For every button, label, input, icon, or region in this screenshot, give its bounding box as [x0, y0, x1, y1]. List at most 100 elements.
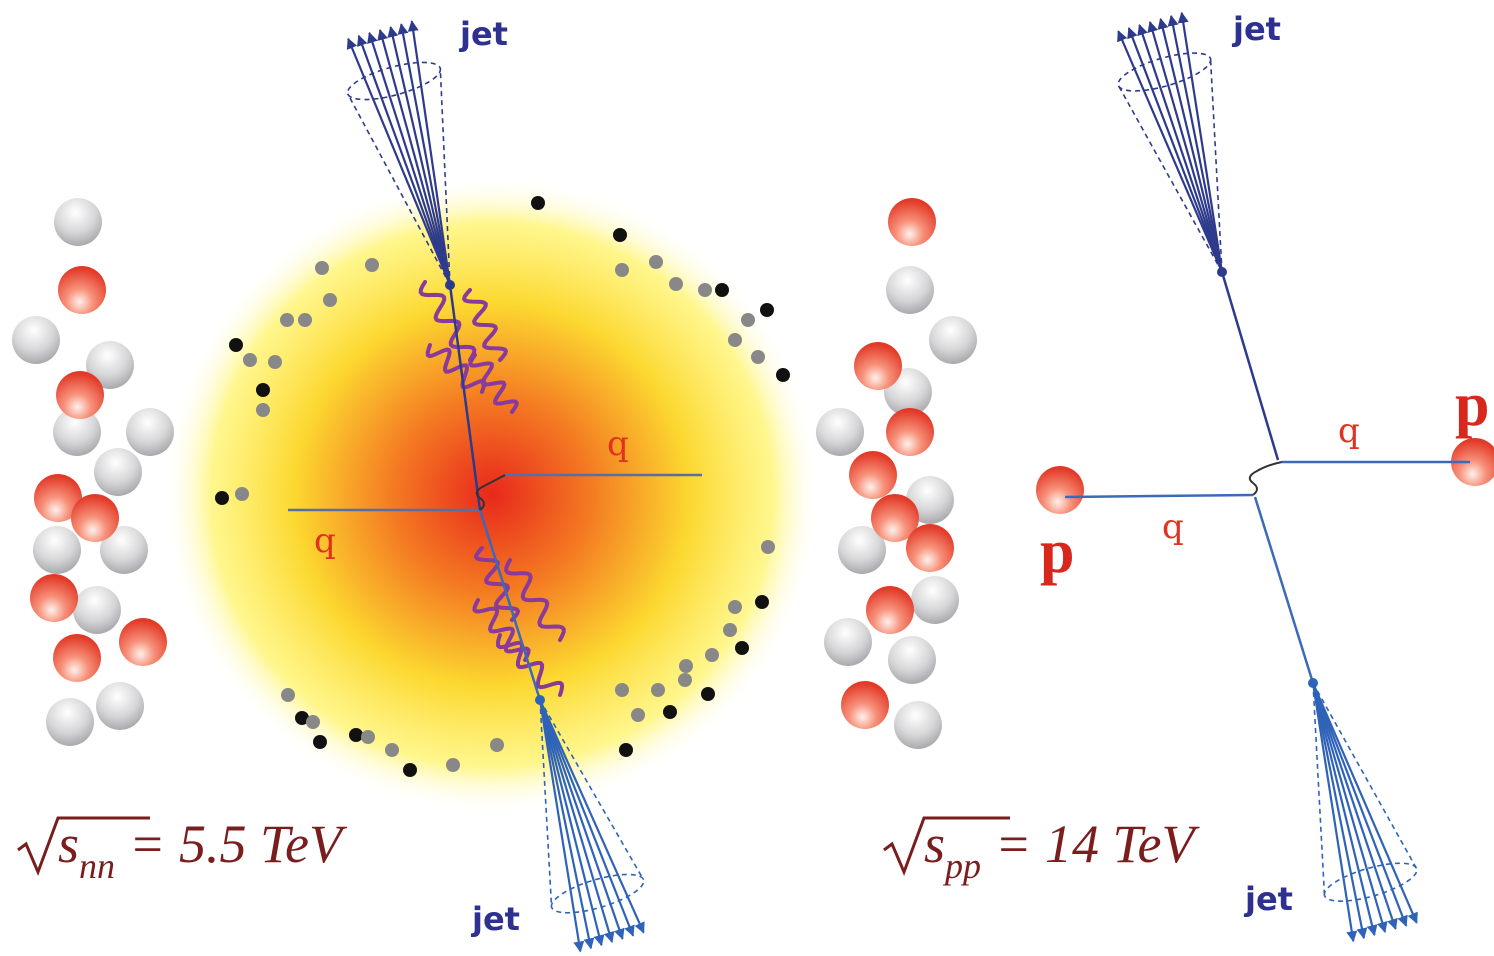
- nucleon: [854, 342, 902, 390]
- particle: [651, 683, 665, 697]
- nucleon: [929, 316, 977, 364]
- nucleon: [46, 698, 94, 746]
- track: [1222, 272, 1278, 460]
- proton-label: p: [1455, 371, 1489, 439]
- nucleon: [96, 682, 144, 730]
- nucleon: [33, 526, 81, 574]
- particle: [751, 350, 765, 364]
- particle: [361, 730, 375, 744]
- particle: [281, 688, 295, 702]
- particle: [663, 705, 677, 719]
- particle: [403, 763, 417, 777]
- particle: [715, 283, 729, 297]
- particle: [613, 228, 627, 242]
- particle: [701, 687, 715, 701]
- particle: [243, 353, 257, 367]
- relation: = 5.5 TeV: [129, 814, 348, 874]
- particle: [705, 648, 719, 662]
- collision-diagram: jet jet q q jet jet q q p p snn= 5.5 TeV…: [0, 0, 1494, 956]
- nucleon: [866, 586, 914, 634]
- particle: [306, 715, 320, 729]
- particle: [315, 261, 329, 275]
- energy-equation: spp = 14 TeV: [924, 814, 1200, 886]
- nucleon: [888, 198, 936, 246]
- particle: [349, 728, 363, 742]
- jet-label: jet: [1243, 880, 1293, 918]
- jet-label: jet: [1231, 10, 1281, 48]
- nucleon: [54, 198, 102, 246]
- nucleon: [126, 408, 174, 456]
- particle: [760, 303, 774, 317]
- nucleon: [1036, 466, 1084, 514]
- particle: [669, 277, 683, 291]
- particle: [256, 403, 270, 417]
- quark-label: q: [607, 424, 629, 464]
- proton-label: p: [1040, 518, 1074, 586]
- particle: [268, 355, 282, 369]
- jet-track: [1313, 683, 1353, 941]
- subscript: pp: [942, 846, 981, 886]
- particle: [365, 258, 379, 272]
- nucleon: [888, 636, 936, 684]
- energy-equation: snn = 5.5 TeV: [58, 814, 348, 886]
- particle: [615, 683, 629, 697]
- particle: [679, 659, 693, 673]
- particle: [215, 491, 229, 505]
- symbol: s: [58, 814, 79, 874]
- particle: [531, 196, 545, 210]
- particle: [446, 758, 460, 772]
- particle: [728, 600, 742, 614]
- relation: = 14 TeV: [995, 814, 1200, 874]
- nucleon: [824, 618, 872, 666]
- nucleon: [886, 408, 934, 456]
- particle: [723, 623, 737, 637]
- nucleon: [911, 576, 959, 624]
- jet-label: jet: [470, 900, 520, 938]
- quark-label: q: [314, 521, 336, 561]
- particle: [615, 263, 629, 277]
- particle: [229, 338, 243, 352]
- nucleon: [849, 451, 897, 499]
- nucleon: [94, 448, 142, 496]
- nucleon: [816, 408, 864, 456]
- particle: [761, 540, 775, 554]
- nucleon: [73, 586, 121, 634]
- jet-label: jet: [458, 15, 508, 53]
- particle: [619, 743, 633, 757]
- exchange: [1250, 462, 1282, 495]
- nucleon: [841, 681, 889, 729]
- nucleon: [906, 524, 954, 572]
- particle: [698, 283, 712, 297]
- particle: [323, 293, 337, 307]
- particle: [490, 738, 504, 752]
- nucleon: [53, 634, 101, 682]
- nucleon: [894, 701, 942, 749]
- nucleon: [119, 618, 167, 666]
- quark-label: q: [1162, 507, 1184, 547]
- subscript: nn: [79, 846, 115, 886]
- particle: [678, 673, 692, 687]
- particle: [280, 313, 294, 327]
- jet-track: [1182, 13, 1222, 272]
- particle: [735, 641, 749, 655]
- nucleon: [71, 494, 119, 542]
- nucleon: [58, 266, 106, 314]
- particle: [385, 743, 399, 757]
- nucleon: [30, 574, 78, 622]
- track: [1065, 495, 1253, 497]
- nucleon: [56, 371, 104, 419]
- nucleon: [12, 316, 60, 364]
- particle: [649, 255, 663, 269]
- particle: [741, 313, 755, 327]
- plasma: [162, 175, 822, 815]
- particle: [728, 333, 742, 347]
- particle: [313, 735, 327, 749]
- particle: [631, 708, 645, 722]
- particle: [256, 383, 270, 397]
- particle: [298, 313, 312, 327]
- track: [1255, 497, 1313, 683]
- symbol: s: [924, 814, 945, 874]
- particle: [235, 487, 249, 501]
- quark-label: q: [1338, 411, 1360, 451]
- particle: [755, 595, 769, 609]
